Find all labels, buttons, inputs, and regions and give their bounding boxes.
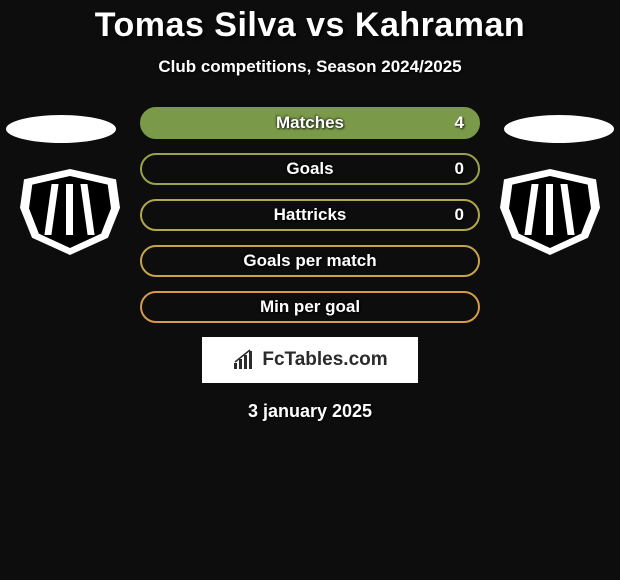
chart-icon [232,349,256,371]
stat-row-min-per-goal: Min per goal [140,291,480,323]
player-right-photo-placeholder [504,115,614,143]
stat-label: Goals [286,159,333,179]
brand-box: FcTables.com [202,337,418,383]
stats-rows: Matches 4 Goals 0 Hattricks 0 Goals per … [140,107,480,323]
page-title: Tomas Silva vs Kahraman [0,0,620,45]
page-subtitle: Club competitions, Season 2024/2025 [0,57,620,77]
stat-row-goals-per-match: Goals per match [140,245,480,277]
brand-name: FcTables.com [262,349,387,371]
snapshot-date: 3 january 2025 [0,401,620,422]
stat-right-value: 0 [455,159,464,179]
stat-row-matches: Matches 4 [140,107,480,139]
stat-label: Min per goal [260,297,360,317]
stat-right-value: 0 [455,205,464,225]
stat-label: Matches [276,113,344,133]
stat-right-value: 4 [455,113,464,133]
player-left-photo-placeholder [6,115,116,143]
comparison-area: Matches 4 Goals 0 Hattricks 0 Goals per … [0,107,620,422]
club-badge-left [20,169,120,255]
club-badge-right [500,169,600,255]
stat-row-goals: Goals 0 [140,153,480,185]
stat-label: Goals per match [243,251,376,271]
stat-row-hattricks: Hattricks 0 [140,199,480,231]
stat-label: Hattricks [274,205,347,225]
